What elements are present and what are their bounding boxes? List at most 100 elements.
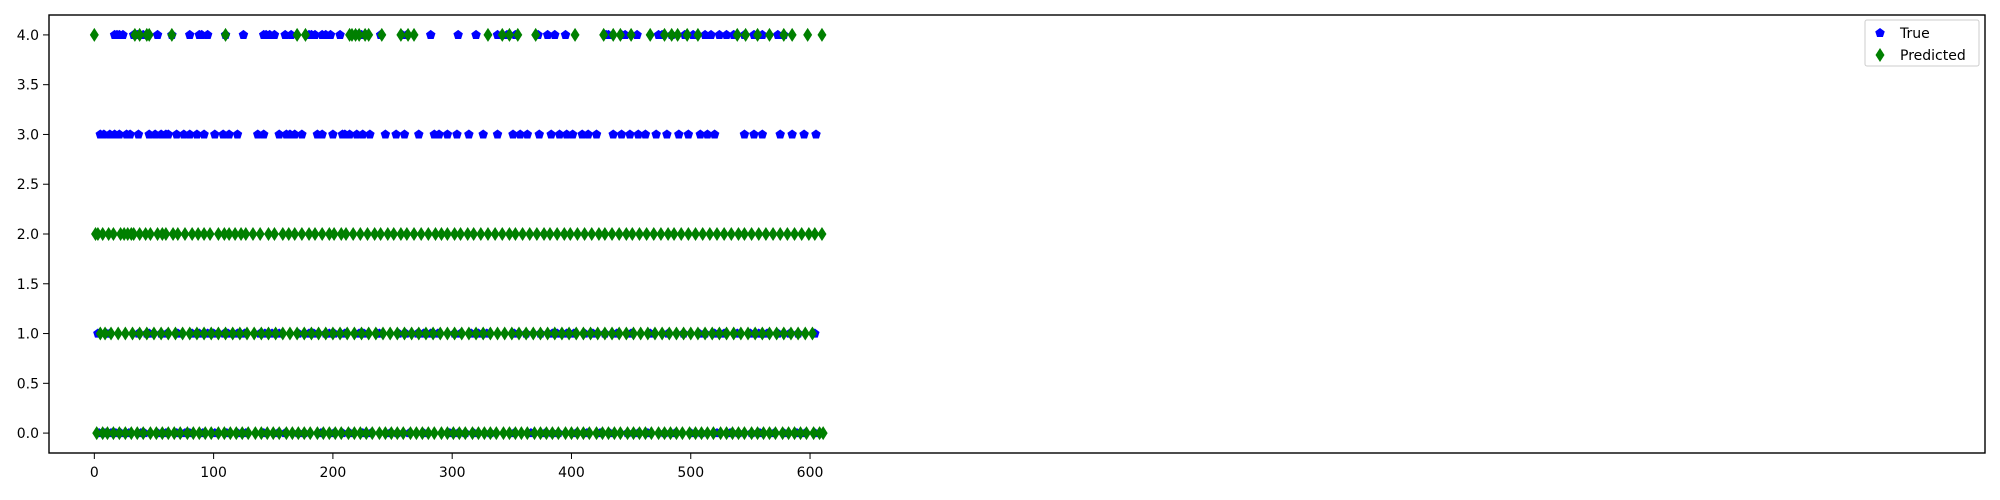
point-predicted bbox=[224, 227, 234, 241]
point-predicted bbox=[436, 426, 446, 441]
x-axis-ticks: 0 100 200 300 400 500 600 bbox=[90, 453, 823, 481]
point-predicted bbox=[525, 227, 535, 241]
point-predicted bbox=[367, 426, 377, 441]
point-predicted bbox=[621, 326, 631, 341]
point-true bbox=[515, 129, 525, 139]
point-predicted bbox=[797, 227, 807, 241]
point-predicted bbox=[442, 326, 452, 341]
point-predicted bbox=[93, 227, 103, 241]
point-predicted bbox=[167, 27, 177, 42]
point-predicted bbox=[312, 426, 322, 441]
point-predicted bbox=[467, 426, 477, 441]
point-predicted bbox=[733, 227, 743, 241]
point-predicted bbox=[478, 326, 488, 341]
point-predicted bbox=[628, 426, 638, 441]
point-predicted bbox=[531, 27, 541, 42]
point-predicted bbox=[321, 326, 331, 341]
point-true bbox=[118, 29, 128, 39]
point-predicted bbox=[357, 326, 367, 341]
point-predicted bbox=[686, 326, 696, 341]
point-predicted bbox=[199, 227, 209, 241]
point-predicted bbox=[693, 27, 703, 42]
point-predicted bbox=[535, 426, 545, 441]
point-true bbox=[210, 129, 220, 139]
point-true bbox=[325, 29, 336, 39]
point-predicted bbox=[747, 426, 757, 441]
point-predicted bbox=[539, 227, 549, 241]
point-predicted bbox=[380, 426, 390, 441]
point-predicted bbox=[392, 426, 402, 441]
legend-marker-predicted bbox=[1875, 48, 1885, 62]
point-predicted bbox=[566, 426, 576, 441]
point-predicted bbox=[343, 426, 353, 441]
point-predicted bbox=[736, 326, 746, 341]
point-predicted bbox=[95, 326, 105, 341]
point-predicted bbox=[801, 426, 811, 441]
point-predicted bbox=[586, 326, 596, 341]
point-true bbox=[258, 129, 269, 139]
point-predicted bbox=[255, 227, 265, 241]
legend-label: Predicted bbox=[1900, 48, 1966, 64]
point-predicted bbox=[396, 27, 406, 42]
point-predicted bbox=[456, 227, 466, 241]
point-predicted bbox=[187, 227, 197, 241]
point-predicted bbox=[608, 27, 618, 42]
point-predicted bbox=[386, 426, 396, 441]
point-predicted bbox=[304, 227, 314, 241]
point-predicted bbox=[329, 227, 339, 241]
point-predicted bbox=[621, 227, 631, 241]
point-predicted bbox=[293, 426, 303, 441]
point-predicted bbox=[106, 326, 116, 341]
point-predicted bbox=[696, 426, 706, 441]
point-predicted bbox=[256, 426, 266, 441]
point-true bbox=[702, 129, 713, 139]
legend-label: True bbox=[1899, 26, 1930, 42]
point-predicted bbox=[169, 426, 179, 441]
point-predicted bbox=[483, 27, 493, 42]
point-predicted bbox=[336, 426, 346, 441]
point-predicted bbox=[188, 426, 198, 441]
point-predicted bbox=[317, 227, 327, 241]
point-predicted bbox=[221, 27, 231, 42]
point-predicted bbox=[450, 227, 460, 241]
point-predicted bbox=[578, 426, 588, 441]
point-true bbox=[583, 129, 593, 139]
point-predicted bbox=[262, 426, 272, 441]
point-predicted bbox=[250, 426, 260, 441]
point-predicted bbox=[436, 227, 446, 241]
point-predicted bbox=[682, 27, 692, 42]
point-predicted bbox=[497, 227, 507, 241]
point-predicted bbox=[417, 426, 427, 441]
point-predicted bbox=[378, 326, 388, 341]
point-true bbox=[310, 29, 320, 39]
point-predicted bbox=[138, 426, 148, 441]
point-true bbox=[651, 129, 661, 139]
point-predicted bbox=[269, 227, 279, 241]
point-predicted bbox=[507, 326, 517, 341]
point-predicted bbox=[729, 326, 739, 341]
point-predicted bbox=[104, 227, 114, 241]
point-true bbox=[365, 129, 375, 139]
point-predicted bbox=[677, 426, 687, 441]
point-predicted bbox=[471, 326, 481, 341]
point-predicted bbox=[768, 227, 778, 241]
point-predicted bbox=[151, 426, 161, 441]
point-predicted bbox=[126, 426, 136, 441]
point-predicted bbox=[362, 227, 372, 241]
point-predicted bbox=[779, 27, 789, 42]
point-predicted bbox=[385, 326, 395, 341]
point-predicted bbox=[213, 227, 223, 241]
point-predicted bbox=[235, 326, 245, 341]
point-predicted bbox=[649, 227, 659, 241]
point-predicted bbox=[175, 426, 185, 441]
point-true bbox=[550, 29, 560, 39]
point-predicted bbox=[285, 326, 295, 341]
x-tick-label: 100 bbox=[200, 465, 227, 481]
point-predicted bbox=[361, 426, 371, 441]
point-true bbox=[414, 129, 424, 139]
point-predicted bbox=[817, 27, 827, 42]
y-tick-label: 4.0 bbox=[17, 28, 39, 44]
point-predicted bbox=[775, 227, 785, 241]
point-predicted bbox=[498, 426, 508, 441]
point-predicted bbox=[592, 426, 602, 441]
